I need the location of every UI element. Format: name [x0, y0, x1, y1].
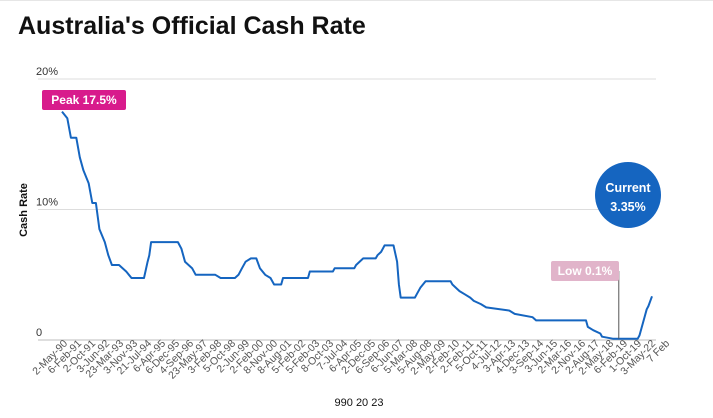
chart-title: Australia's Official Cash Rate	[18, 12, 366, 40]
current-annotation-label: Current	[605, 181, 651, 195]
peak-annotation-box	[42, 90, 126, 110]
peak-annotation-text: Peak 17.5%	[51, 93, 117, 107]
x-axis-ticks: 2-May-906-Feb-912-Oct-913-Jun-9223-Mar-9…	[30, 338, 672, 382]
y-tick-label: 0	[36, 327, 42, 339]
top-divider	[0, 0, 713, 1]
current-annotation: Current 3.35%	[595, 162, 661, 228]
low-annotation-box	[551, 261, 619, 281]
low-annotation: Low 0.1%	[551, 261, 619, 281]
cash-rate-line	[61, 110, 653, 340]
grid-lines	[38, 78, 656, 341]
current-annotation-value: 3.35%	[610, 200, 645, 214]
y-axis-label: Cash Rate	[18, 183, 30, 237]
current-annotation-circle	[595, 162, 661, 228]
y-axis-ticks: 0 10% 20%	[36, 66, 58, 339]
low-annotation-text: Low 0.1%	[558, 264, 613, 278]
y-tick-label: 20%	[36, 66, 58, 78]
y-tick-label: 10%	[36, 197, 58, 209]
x-axis-label: 990 20 23	[335, 397, 384, 409]
peak-annotation: Peak 17.5%	[42, 90, 126, 110]
